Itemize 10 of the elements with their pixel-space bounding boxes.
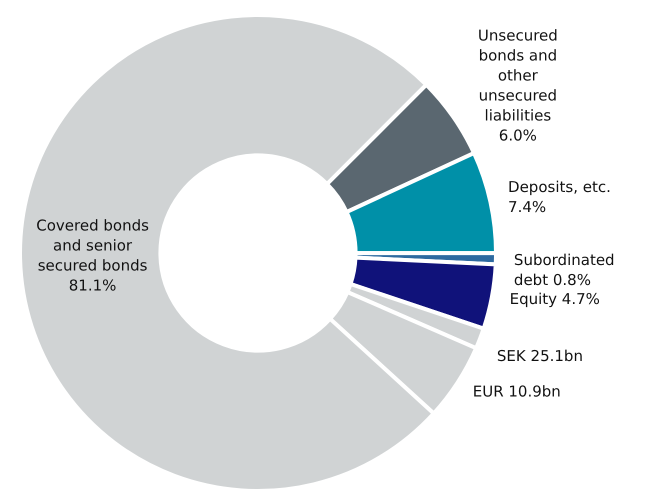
data-label: 6.0% [498,126,537,144]
slice-label: EUR 10.9bn [472,382,561,400]
slice-label: Unsecured bonds and other unsecured liabilities [478,26,558,124]
slice-label: Subordinated debt 0.8% [514,251,615,290]
data-label: 81.1% [68,276,116,294]
slice-label: Equity 4.7% [510,290,600,308]
slice-label: Deposits, etc. [508,178,611,196]
slice-label: Covered bonds and senior secured bonds [36,216,150,274]
data-label: 7.4% [508,198,546,216]
slice-label: SEK 25.1bn [496,346,583,365]
